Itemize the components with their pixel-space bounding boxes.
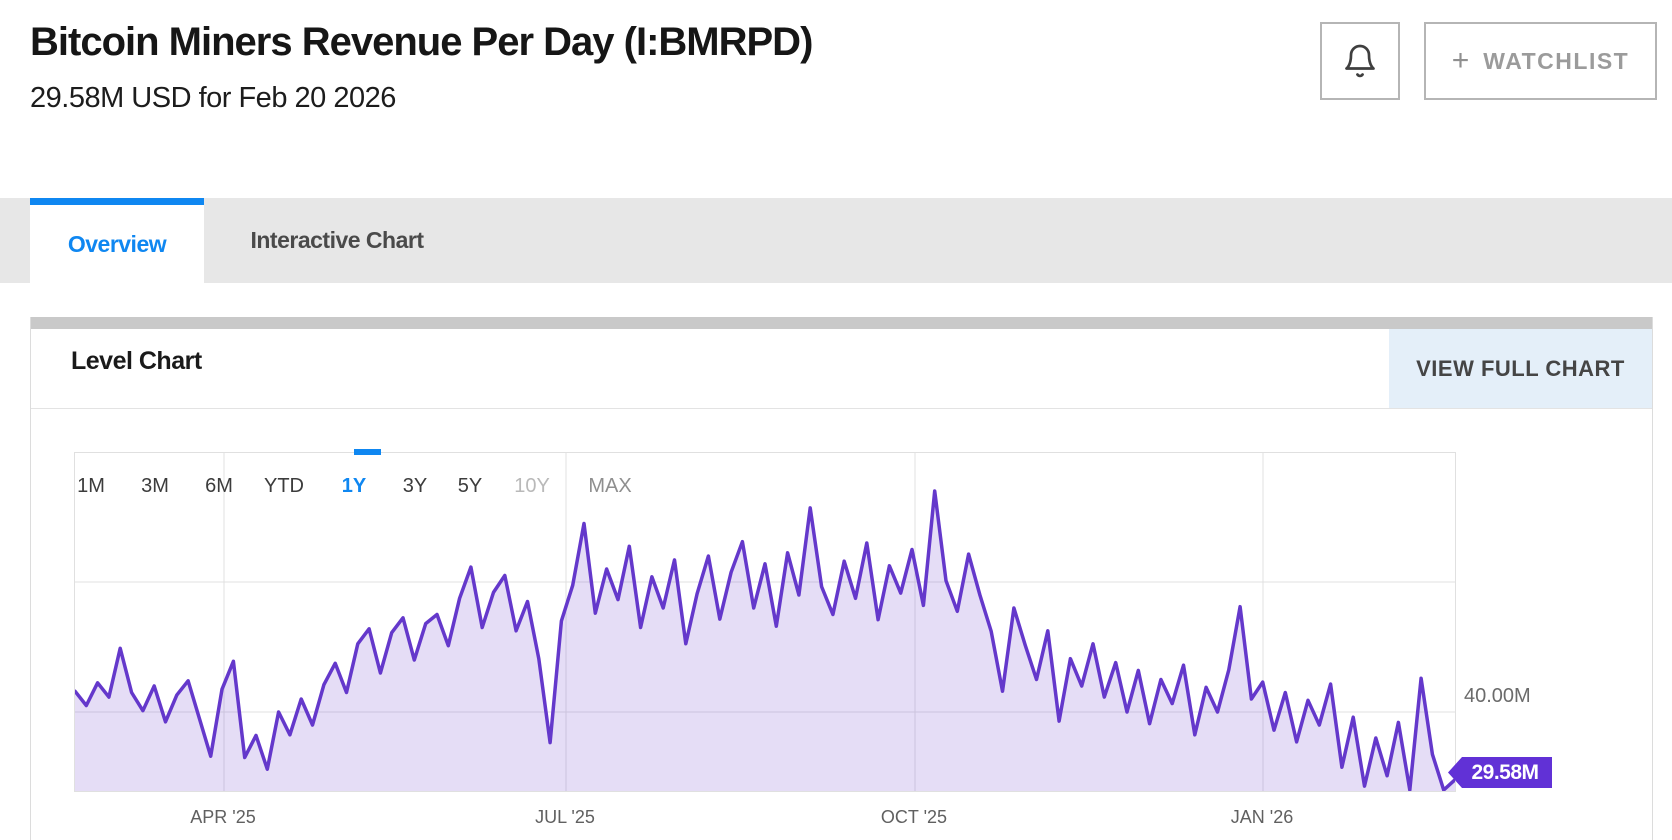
view-full-chart-button[interactable]: VIEW FULL CHART bbox=[1389, 329, 1652, 408]
range-button-max[interactable]: MAX bbox=[588, 475, 632, 497]
range-button-6m[interactable]: 6M bbox=[205, 475, 233, 497]
range-button-1m[interactable]: 1M bbox=[77, 475, 105, 497]
area-chart bbox=[75, 453, 1455, 791]
plus-icon: + bbox=[1451, 44, 1470, 77]
range-row: 1M 3M 6M YTD 1Y 3Y 5Y 10Y MAX bbox=[74, 475, 1454, 505]
x-tick-label: JUL '25 bbox=[535, 807, 595, 827]
range-button-ytd[interactable]: YTD bbox=[264, 475, 304, 497]
bell-icon bbox=[1342, 43, 1378, 79]
level-chart-card: Level Chart VIEW FULL CHART 1M 3M 6M YTD 1Y 3… bbox=[30, 317, 1653, 840]
range-button-3y[interactable]: 3Y bbox=[402, 475, 428, 497]
alert-bell-button[interactable] bbox=[1320, 22, 1400, 100]
tab-overview-label: Overview bbox=[67, 230, 167, 257]
x-tick-label: OCT '25 bbox=[880, 807, 948, 827]
x-axis-labels: APR '25 JUL '25 OCT '25 JAN '26 bbox=[31, 807, 1652, 833]
last-value-badge-label: 29.58M bbox=[1471, 760, 1539, 784]
range-button-3m[interactable]: 3M bbox=[141, 475, 169, 497]
watchlist-button-label: WATCHLIST bbox=[1483, 47, 1630, 74]
tab-interactive-chart[interactable]: Interactive Chart bbox=[204, 198, 470, 283]
range-button-10y[interactable]: 10Y bbox=[514, 475, 550, 497]
range-button-1y[interactable]: 1Y bbox=[341, 475, 367, 497]
x-tick-label: JAN '26 bbox=[1230, 807, 1294, 827]
x-tick-label: APR '25 bbox=[190, 807, 256, 827]
panel-title: Level Chart bbox=[71, 347, 202, 375]
page-title: Bitcoin Miners Revenue Per Day (I:BMRPD) bbox=[30, 20, 813, 64]
tab-interactive-chart-label: Interactive Chart bbox=[250, 227, 424, 253]
last-value-badge: 29.58M bbox=[1448, 757, 1552, 788]
panel-divider bbox=[31, 408, 1652, 409]
y-axis-label: 40.00M bbox=[1464, 685, 1531, 707]
range-button-5y[interactable]: 5Y bbox=[457, 475, 483, 497]
active-range-indicator bbox=[354, 449, 381, 455]
chart-plot-area[interactable] bbox=[74, 452, 1456, 792]
tab-overview[interactable]: Overview bbox=[30, 198, 204, 283]
current-value-subtitle: 29.58M USD for Feb 20 2026 bbox=[30, 82, 396, 114]
add-watchlist-button[interactable]: + WATCHLIST bbox=[1424, 22, 1657, 100]
tab-strip: Overview Interactive Chart bbox=[0, 198, 1672, 283]
card-top-bar bbox=[31, 317, 1652, 329]
